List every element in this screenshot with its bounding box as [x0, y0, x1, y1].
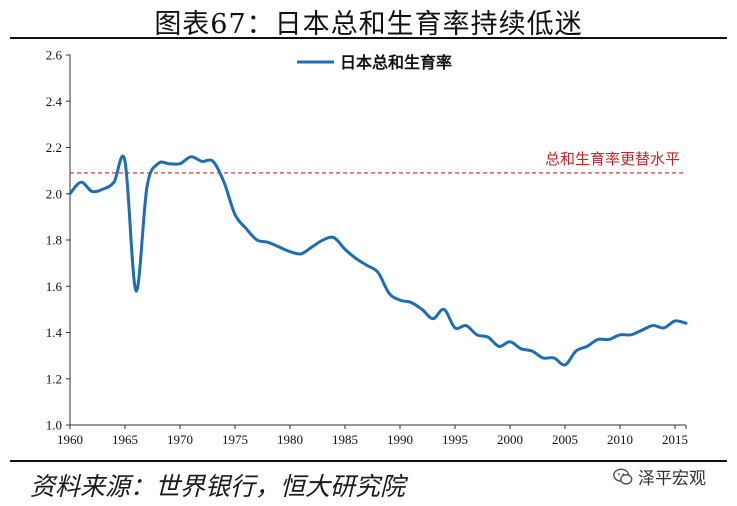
replacement-level-label: 总和生育率更替水平 [545, 150, 680, 168]
brand-watermark: 泽平宏观 [612, 464, 706, 489]
x-tick-label: 1980 [277, 432, 303, 447]
x-tick-label: 1970 [167, 432, 193, 447]
chart-title: 图表67：日本总和生育率持续低迷 [154, 9, 583, 40]
x-tick-label: 1965 [112, 432, 138, 447]
x-tick-label: 1990 [387, 432, 413, 447]
top-rule [10, 37, 727, 39]
x-tick-label: 1985 [332, 432, 358, 447]
series-points [69, 156, 687, 365]
x-tick-label: 2000 [497, 432, 523, 447]
y-tick-label: 2.2 [46, 140, 62, 155]
legend: 日本总和生育率 [297, 53, 452, 72]
y-tick-label: 2.0 [46, 186, 62, 201]
brand-label: 泽平宏观 [638, 469, 706, 489]
x-tick-label: 2005 [552, 432, 578, 447]
legend-label: 日本总和生育率 [340, 53, 452, 72]
x-tick-label: 2010 [607, 432, 633, 447]
x-tick-label: 1960 [57, 432, 83, 447]
y-tick-label: 1.0 [46, 418, 62, 433]
x-tick-label: 2015 [662, 432, 688, 447]
y-tick-label: 2.4 [46, 94, 63, 109]
y-tick-label: 1.4 [46, 325, 63, 340]
x-axis-labels: 1960 1965 1970 1975 1980 1985 1990 1995 2000 2005… [57, 432, 688, 447]
y-tick-label: 2.6 [46, 48, 63, 63]
series-line-japan-tfr [68, 154, 688, 367]
y-axis-labels: 1.0 1.2 1.4 1.6 1.8 2.0 2.2 2.4 2.6 [46, 48, 63, 433]
y-tick-label: 1.2 [46, 371, 62, 386]
x-tick-label: 1975 [222, 432, 248, 447]
y-tick-label: 1.6 [46, 279, 63, 294]
axis-layer [66, 54, 687, 429]
y-tick-label: 1.8 [46, 233, 62, 248]
wechat-icon [613, 467, 633, 485]
source-note: 资料来源：世界银行，恒大研究院 [30, 472, 406, 501]
x-tick-label: 1995 [442, 432, 468, 447]
bottom-rule [10, 460, 727, 462]
